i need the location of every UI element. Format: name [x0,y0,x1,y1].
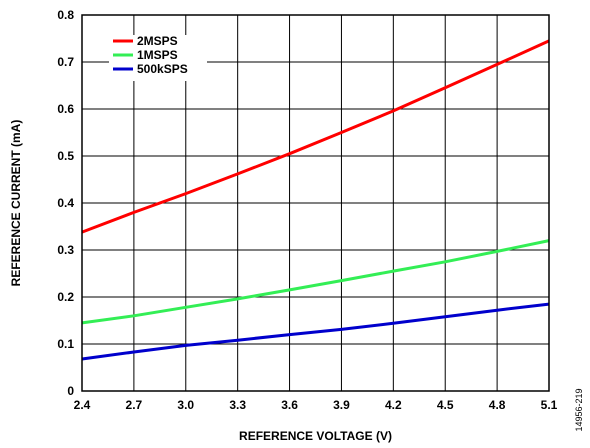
plot-frame [81,14,550,392]
x-tick-labels: 2.4 2.7 3.0 3.3 3.6 3.9 4.2 4.5 4.8 5.1 [74,398,558,412]
x-tick-label: 2.7 [126,398,143,412]
y-tick-label: 0.1 [57,337,74,351]
legend-label: 1MSPS [137,48,178,62]
series-lines [81,39,550,361]
x-tick-label: 3.6 [281,398,298,412]
x-tick-label: 3.3 [229,398,246,412]
y-axis-label: REFERENCE CURRENT (mA) [9,120,23,287]
figure-id: 14956-219 [574,388,584,431]
x-tick-label: 4.2 [385,398,402,412]
series-line-500ksps [81,302,550,361]
y-tick-label: 0.4 [57,196,74,210]
y-tick-label: 0.2 [57,290,74,304]
x-tick-label: 3.0 [177,398,194,412]
x-tick-label: 4.8 [489,398,506,412]
y-tick-label: 0.3 [57,243,74,257]
series-line-1msps [81,239,550,325]
y-tick-label: 0.6 [57,102,74,116]
x-tick-label: 3.9 [333,398,350,412]
x-axis-label: REFERENCE VOLTAGE (V) [239,429,392,443]
legend-label: 500kSPS [137,62,188,76]
x-tick-label: 2.4 [74,398,91,412]
y-tick-labels: 0 0.1 0.2 0.3 0.4 0.5 0.6 0.7 0.8 [57,8,74,398]
legend-background [109,35,207,81]
x-tick-label: 5.1 [541,398,558,412]
y-tick-label: 0 [67,384,74,398]
x-tick-label: 4.5 [437,398,454,412]
y-tick-label: 0.8 [57,8,74,22]
series-line-2msps [81,39,550,234]
y-tick-label: 0.7 [57,55,74,69]
y-tick-label: 0.5 [57,149,74,163]
legend-label: 2MSPS [137,34,178,48]
